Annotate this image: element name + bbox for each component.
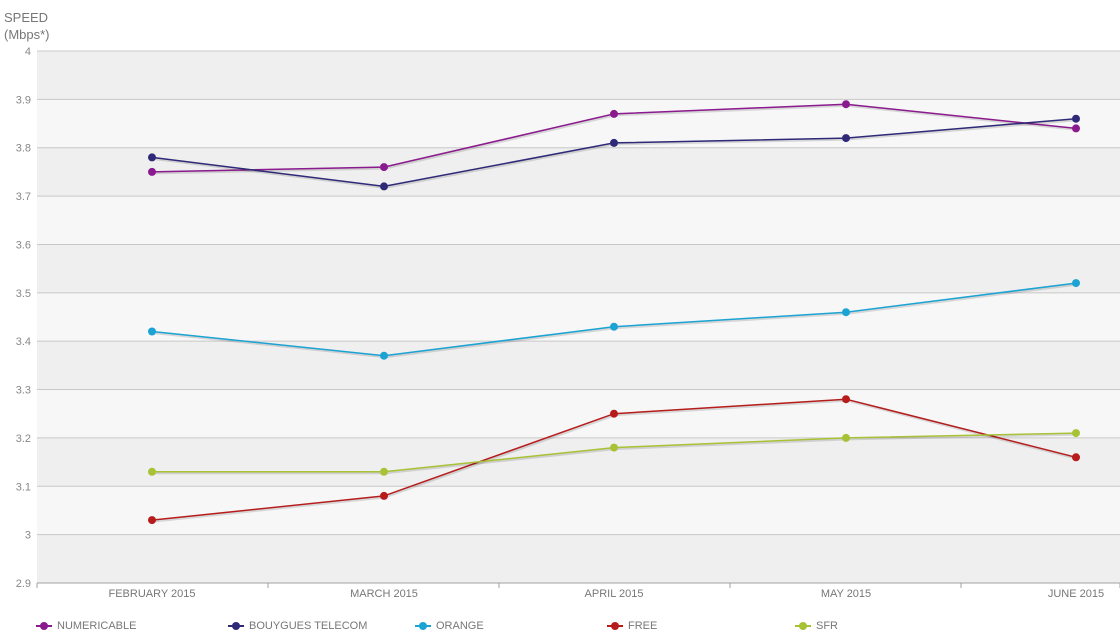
y-tick-label: 4 (25, 46, 31, 58)
plot-band (37, 147, 1120, 197)
plot-band (37, 389, 1120, 438)
y-axis-title-line1: SPEED (4, 10, 49, 25)
data-point (1072, 429, 1080, 438)
legend-swatch (228, 621, 244, 631)
legend-swatch (795, 621, 811, 631)
x-tick-label: FEBRUARY 2015 (108, 588, 195, 600)
plot-band (37, 341, 1120, 390)
plot-band (37, 99, 1120, 148)
data-point (148, 516, 156, 525)
data-point (842, 395, 850, 404)
x-tick-label: MAY 2015 (821, 588, 871, 600)
data-point (842, 308, 850, 317)
y-tick-label: 3.7 (16, 191, 31, 203)
data-point (610, 443, 618, 452)
y-tick-label: 3.5 (16, 288, 31, 300)
data-point (380, 491, 388, 500)
x-tick-label: MARCH 2015 (350, 588, 418, 600)
data-point (148, 467, 156, 476)
data-point (148, 153, 156, 162)
legend-swatch-dot (611, 622, 619, 630)
legend-swatch-dot (232, 622, 240, 630)
plot-band (37, 196, 1120, 245)
data-point (380, 182, 388, 191)
data-point (610, 109, 618, 118)
data-point (380, 351, 388, 360)
legend-swatch (607, 621, 623, 631)
x-tick-label: APRIL 2015 (585, 588, 644, 600)
y-tick-label: 2.9 (16, 578, 31, 590)
y-tick-label: 3.9 (16, 94, 31, 106)
y-tick-label: 3.3 (16, 385, 31, 397)
y-tick-label: 3.1 (16, 481, 31, 493)
legend-item[interactable]: ORANGE (415, 618, 484, 634)
y-tick-label: 3.6 (16, 239, 31, 251)
plot-band (37, 437, 1120, 487)
legend-swatch (36, 621, 52, 631)
y-tick-label: 3.4 (16, 336, 31, 348)
data-point (842, 100, 850, 109)
legend-label: SFR (816, 620, 838, 632)
y-tick-label: 3.2 (16, 433, 31, 445)
legend-label: ORANGE (436, 620, 484, 632)
legend-item[interactable]: BOUYGUES TELECOM (228, 618, 367, 634)
legend-label: FREE (628, 620, 658, 632)
y-tick-label: 3.8 (16, 143, 31, 155)
plot-band (37, 244, 1120, 293)
legend: NUMERICABLE BOUYGUES TELECOM ORANGE FREE SFR (0, 612, 1120, 640)
legend-label: NUMERICABLE (57, 620, 137, 632)
legend-item[interactable]: FREE (607, 618, 657, 634)
y-axis-title-line2: (Mbps*) (4, 27, 50, 42)
plot-band (37, 51, 1120, 100)
data-point (1072, 124, 1080, 133)
data-point (380, 467, 388, 476)
y-axis-title: SPEED (Mbps*) (4, 9, 50, 43)
data-point (610, 409, 618, 418)
legend-swatch-dot (419, 622, 427, 630)
data-point (842, 134, 850, 143)
data-point (380, 163, 388, 172)
legend-label: BOUYGUES TELECOM (249, 620, 368, 632)
legend-swatch (415, 621, 431, 631)
data-point (1072, 279, 1080, 288)
y-tick-label: 3 (25, 530, 31, 542)
data-point (610, 322, 618, 331)
legend-swatch-dot (40, 622, 48, 630)
data-point (148, 327, 156, 336)
data-point (1072, 114, 1080, 123)
x-tick-label: JUNE 2015 (1048, 588, 1104, 600)
data-point (610, 138, 618, 147)
plot-band (37, 534, 1120, 583)
data-point (1072, 453, 1080, 462)
plot-band (37, 486, 1120, 535)
data-point (842, 433, 850, 442)
data-point (148, 167, 156, 176)
legend-item[interactable]: SFR (795, 618, 838, 634)
legend-swatch-dot (799, 622, 807, 630)
legend-item[interactable]: NUMERICABLE (36, 618, 136, 634)
